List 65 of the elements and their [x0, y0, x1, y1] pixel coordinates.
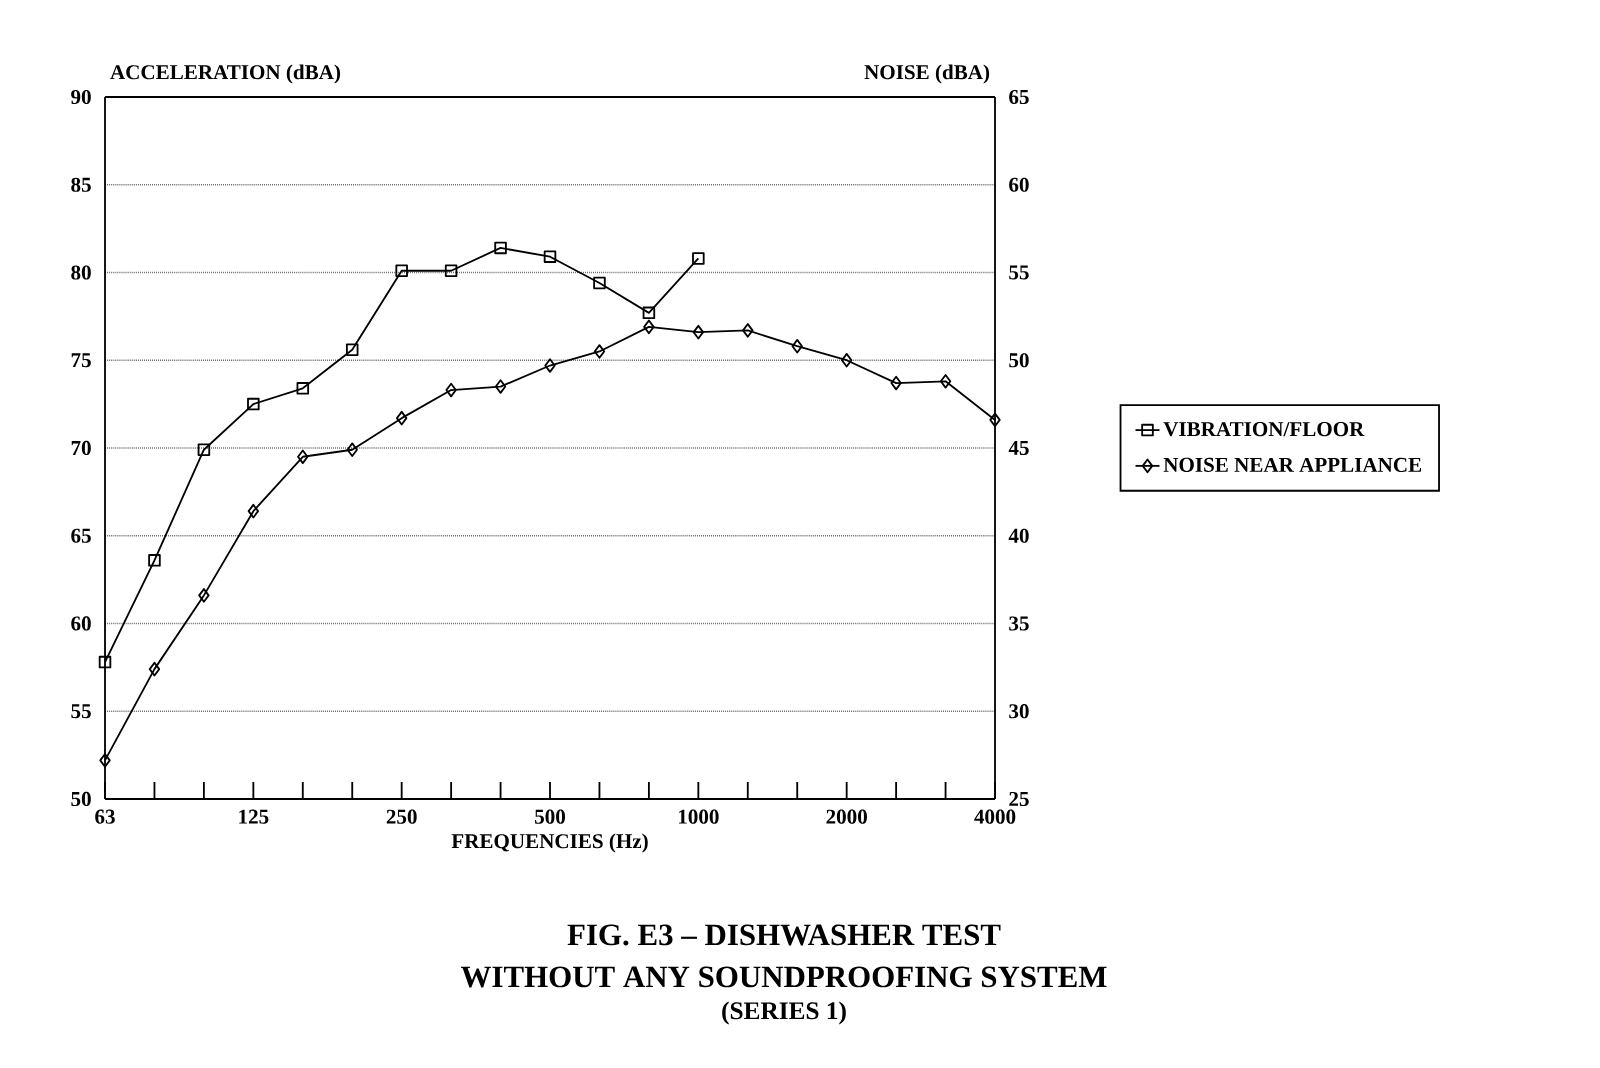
point: [593, 344, 606, 359]
y-tick-label: 90: [71, 89, 91, 105]
y2-tick-label: 55: [1009, 265, 1029, 280]
x-tick-label: 63: [95, 809, 115, 824]
point: [543, 250, 557, 263]
point: [345, 343, 359, 356]
text: WITHOUT ANY SOUNDPROOFING SYSTEM: [460, 966, 1107, 988]
x-tick-label: 250: [386, 809, 417, 824]
y2-tick-label: 65: [1009, 89, 1029, 105]
text: (SERIES 1): [722, 1001, 846, 1025]
legend-label: NOISE NEAR APPLIANCE: [1163, 457, 1422, 472]
y-tick-label: 50: [71, 791, 91, 807]
y2-tick-label: 30: [1009, 704, 1029, 719]
y2-tick-label: 50: [1009, 353, 1029, 368]
y-axis-title: ACCELERATION (dBA): [110, 64, 341, 84]
point: [198, 588, 210, 603]
x-tick-label: 2000: [826, 809, 867, 824]
point: [593, 276, 606, 290]
point: [247, 397, 260, 411]
point: [445, 382, 457, 398]
point: [396, 410, 408, 426]
y-tick-label: 85: [71, 177, 91, 192]
legend-label: VIBRATION/FLOOR: [1163, 422, 1365, 437]
point: [939, 374, 952, 389]
point: [297, 449, 309, 465]
point: [98, 655, 112, 669]
point: [791, 338, 803, 354]
point: [643, 319, 655, 335]
y2-tick-label: 40: [1008, 528, 1029, 543]
y2-tick-label: 35: [1009, 616, 1029, 631]
y-tick-label: 55: [71, 704, 91, 719]
point: [346, 442, 358, 457]
point: [642, 306, 656, 320]
x-axis-title: FREQUENCIES (Hz): [451, 833, 648, 853]
point: [890, 375, 902, 391]
point: [395, 264, 408, 277]
point: [296, 382, 310, 395]
y2-tick-label: 45: [1008, 440, 1029, 456]
x-tick-label: 125: [239, 809, 269, 824]
point: [99, 753, 111, 768]
point: [494, 241, 507, 255]
point: [692, 324, 705, 340]
point: [494, 379, 507, 394]
y-tick-label: 75: [71, 353, 91, 368]
point: [247, 503, 260, 519]
point: [197, 443, 211, 457]
y-tick-label: 70: [71, 440, 91, 456]
y2-axis-title: NOISE (dBA): [864, 64, 990, 84]
x-tick-label: 4000: [974, 809, 1016, 824]
x-tick-label: 1000: [678, 809, 719, 824]
y-tick-label: 60: [71, 616, 91, 631]
text: FIG. E3 – DISHWASHER TEST: [567, 924, 1001, 946]
y-tick-label: 80: [71, 265, 91, 280]
x-tick-label: 500: [535, 809, 566, 824]
point: [544, 358, 556, 373]
point: [148, 554, 161, 567]
point: [742, 323, 754, 338]
point: [692, 252, 705, 265]
point: [841, 352, 853, 368]
point: [444, 264, 458, 277]
point: [148, 661, 161, 677]
y2-tick-label: 60: [1009, 177, 1029, 192]
point: [989, 412, 1001, 428]
y-tick-label: 65: [71, 528, 91, 543]
y2-tick-label: 25: [1009, 791, 1029, 807]
